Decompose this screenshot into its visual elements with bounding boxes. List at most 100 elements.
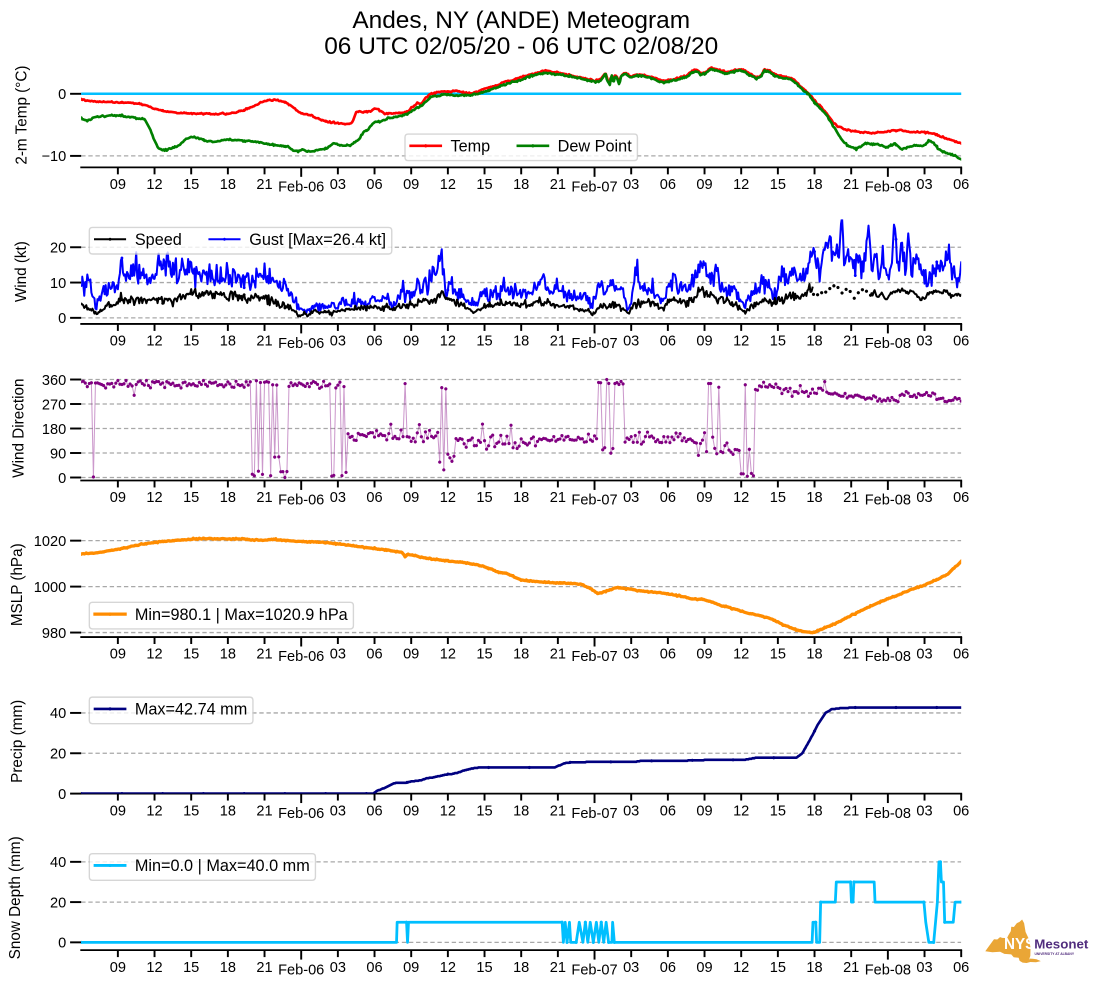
svg-text:03: 03 <box>916 177 932 193</box>
svg-text:Mesonet: Mesonet <box>1034 936 1089 951</box>
svg-text:Min=980.1 | Max=1020.9 hPa: Min=980.1 | Max=1020.9 hPa <box>135 606 349 624</box>
svg-text:Feb-07: Feb-07 <box>571 962 617 978</box>
svg-text:Feb-07: Feb-07 <box>571 493 617 509</box>
svg-text:03: 03 <box>623 960 639 976</box>
svg-text:09: 09 <box>696 960 712 976</box>
svg-text:1000: 1000 <box>34 580 66 596</box>
svg-text:10: 10 <box>50 276 66 292</box>
svg-text:06: 06 <box>366 177 382 193</box>
svg-text:15: 15 <box>183 803 199 819</box>
svg-text:Dew Point: Dew Point <box>558 138 633 156</box>
svg-text:09: 09 <box>696 490 712 506</box>
svg-text:18: 18 <box>220 803 236 819</box>
svg-text:18: 18 <box>220 960 236 976</box>
svg-text:21: 21 <box>256 803 272 819</box>
svg-text:21: 21 <box>550 647 566 663</box>
svg-text:15: 15 <box>183 177 199 193</box>
svg-text:12: 12 <box>440 803 456 819</box>
svg-text:21: 21 <box>843 960 859 976</box>
svg-text:Precip (mm): Precip (mm) <box>9 700 26 783</box>
svg-text:−10: −10 <box>41 149 66 165</box>
svg-text:21: 21 <box>843 490 859 506</box>
svg-text:03: 03 <box>623 177 639 193</box>
svg-text:18: 18 <box>513 177 529 193</box>
svg-text:18: 18 <box>220 490 236 506</box>
svg-text:06 UTC 02/05/20 - 06 UTC 02/08: 06 UTC 02/05/20 - 06 UTC 02/08/20 <box>324 33 718 60</box>
svg-text:NYS: NYS <box>1004 936 1035 953</box>
svg-text:2-m Temp (°C): 2-m Temp (°C) <box>13 66 30 165</box>
svg-text:12: 12 <box>733 334 749 350</box>
svg-text:06: 06 <box>660 177 676 193</box>
svg-text:Temp: Temp <box>450 138 490 156</box>
svg-text:06: 06 <box>660 803 676 819</box>
svg-text:Feb-07: Feb-07 <box>571 336 617 352</box>
svg-text:12: 12 <box>146 334 162 350</box>
svg-text:21: 21 <box>256 647 272 663</box>
svg-text:06: 06 <box>953 334 969 350</box>
svg-text:12: 12 <box>733 803 749 819</box>
svg-text:06: 06 <box>660 490 676 506</box>
svg-text:Min=0.0 | Max=40.0 mm: Min=0.0 | Max=40.0 mm <box>135 857 310 875</box>
svg-text:18: 18 <box>220 647 236 663</box>
svg-text:Feb-06: Feb-06 <box>278 649 324 665</box>
svg-text:06: 06 <box>366 647 382 663</box>
svg-text:06: 06 <box>953 803 969 819</box>
svg-text:0: 0 <box>58 936 66 952</box>
svg-text:09: 09 <box>110 490 126 506</box>
svg-text:21: 21 <box>256 960 272 976</box>
svg-text:Gust [Max=26.4 kt]: Gust [Max=26.4 kt] <box>249 231 386 249</box>
svg-text:03: 03 <box>330 803 346 819</box>
svg-text:21: 21 <box>843 177 859 193</box>
svg-text:Feb-08: Feb-08 <box>865 649 911 665</box>
svg-text:06: 06 <box>953 960 969 976</box>
svg-text:21: 21 <box>256 490 272 506</box>
svg-text:Feb-06: Feb-06 <box>278 962 324 978</box>
svg-text:18: 18 <box>513 490 529 506</box>
svg-text:0: 0 <box>58 311 66 327</box>
svg-text:21: 21 <box>550 960 566 976</box>
svg-text:Feb-06: Feb-06 <box>278 180 324 196</box>
svg-text:12: 12 <box>440 177 456 193</box>
svg-text:15: 15 <box>476 334 492 350</box>
svg-text:15: 15 <box>770 490 786 506</box>
svg-text:18: 18 <box>513 960 529 976</box>
svg-text:03: 03 <box>623 334 639 350</box>
svg-text:21: 21 <box>843 334 859 350</box>
svg-text:06: 06 <box>953 490 969 506</box>
svg-text:Feb-08: Feb-08 <box>865 336 911 352</box>
svg-text:20: 20 <box>50 241 66 257</box>
svg-text:90: 90 <box>50 446 66 462</box>
svg-text:12: 12 <box>733 490 749 506</box>
svg-text:03: 03 <box>623 647 639 663</box>
svg-text:0: 0 <box>58 471 66 487</box>
svg-text:180: 180 <box>42 422 66 438</box>
svg-text:Feb-08: Feb-08 <box>865 806 911 822</box>
svg-text:06: 06 <box>366 334 382 350</box>
svg-text:09: 09 <box>110 803 126 819</box>
svg-text:06: 06 <box>660 334 676 350</box>
svg-text:21: 21 <box>550 803 566 819</box>
svg-text:18: 18 <box>806 960 822 976</box>
svg-text:09: 09 <box>696 647 712 663</box>
svg-text:Feb-06: Feb-06 <box>278 806 324 822</box>
svg-text:03: 03 <box>330 490 346 506</box>
svg-text:03: 03 <box>916 334 932 350</box>
svg-text:Feb-07: Feb-07 <box>571 180 617 196</box>
svg-text:09: 09 <box>110 177 126 193</box>
svg-text:12: 12 <box>146 177 162 193</box>
svg-text:06: 06 <box>660 647 676 663</box>
svg-text:15: 15 <box>770 803 786 819</box>
svg-text:03: 03 <box>623 490 639 506</box>
svg-text:18: 18 <box>806 334 822 350</box>
svg-text:15: 15 <box>770 960 786 976</box>
svg-text:09: 09 <box>403 803 419 819</box>
svg-text:09: 09 <box>110 647 126 663</box>
svg-text:12: 12 <box>440 490 456 506</box>
svg-text:21: 21 <box>550 334 566 350</box>
svg-text:09: 09 <box>403 490 419 506</box>
svg-text:21: 21 <box>256 334 272 350</box>
svg-text:20: 20 <box>50 747 66 763</box>
svg-text:18: 18 <box>513 647 529 663</box>
svg-text:21: 21 <box>550 490 566 506</box>
svg-text:06: 06 <box>366 960 382 976</box>
